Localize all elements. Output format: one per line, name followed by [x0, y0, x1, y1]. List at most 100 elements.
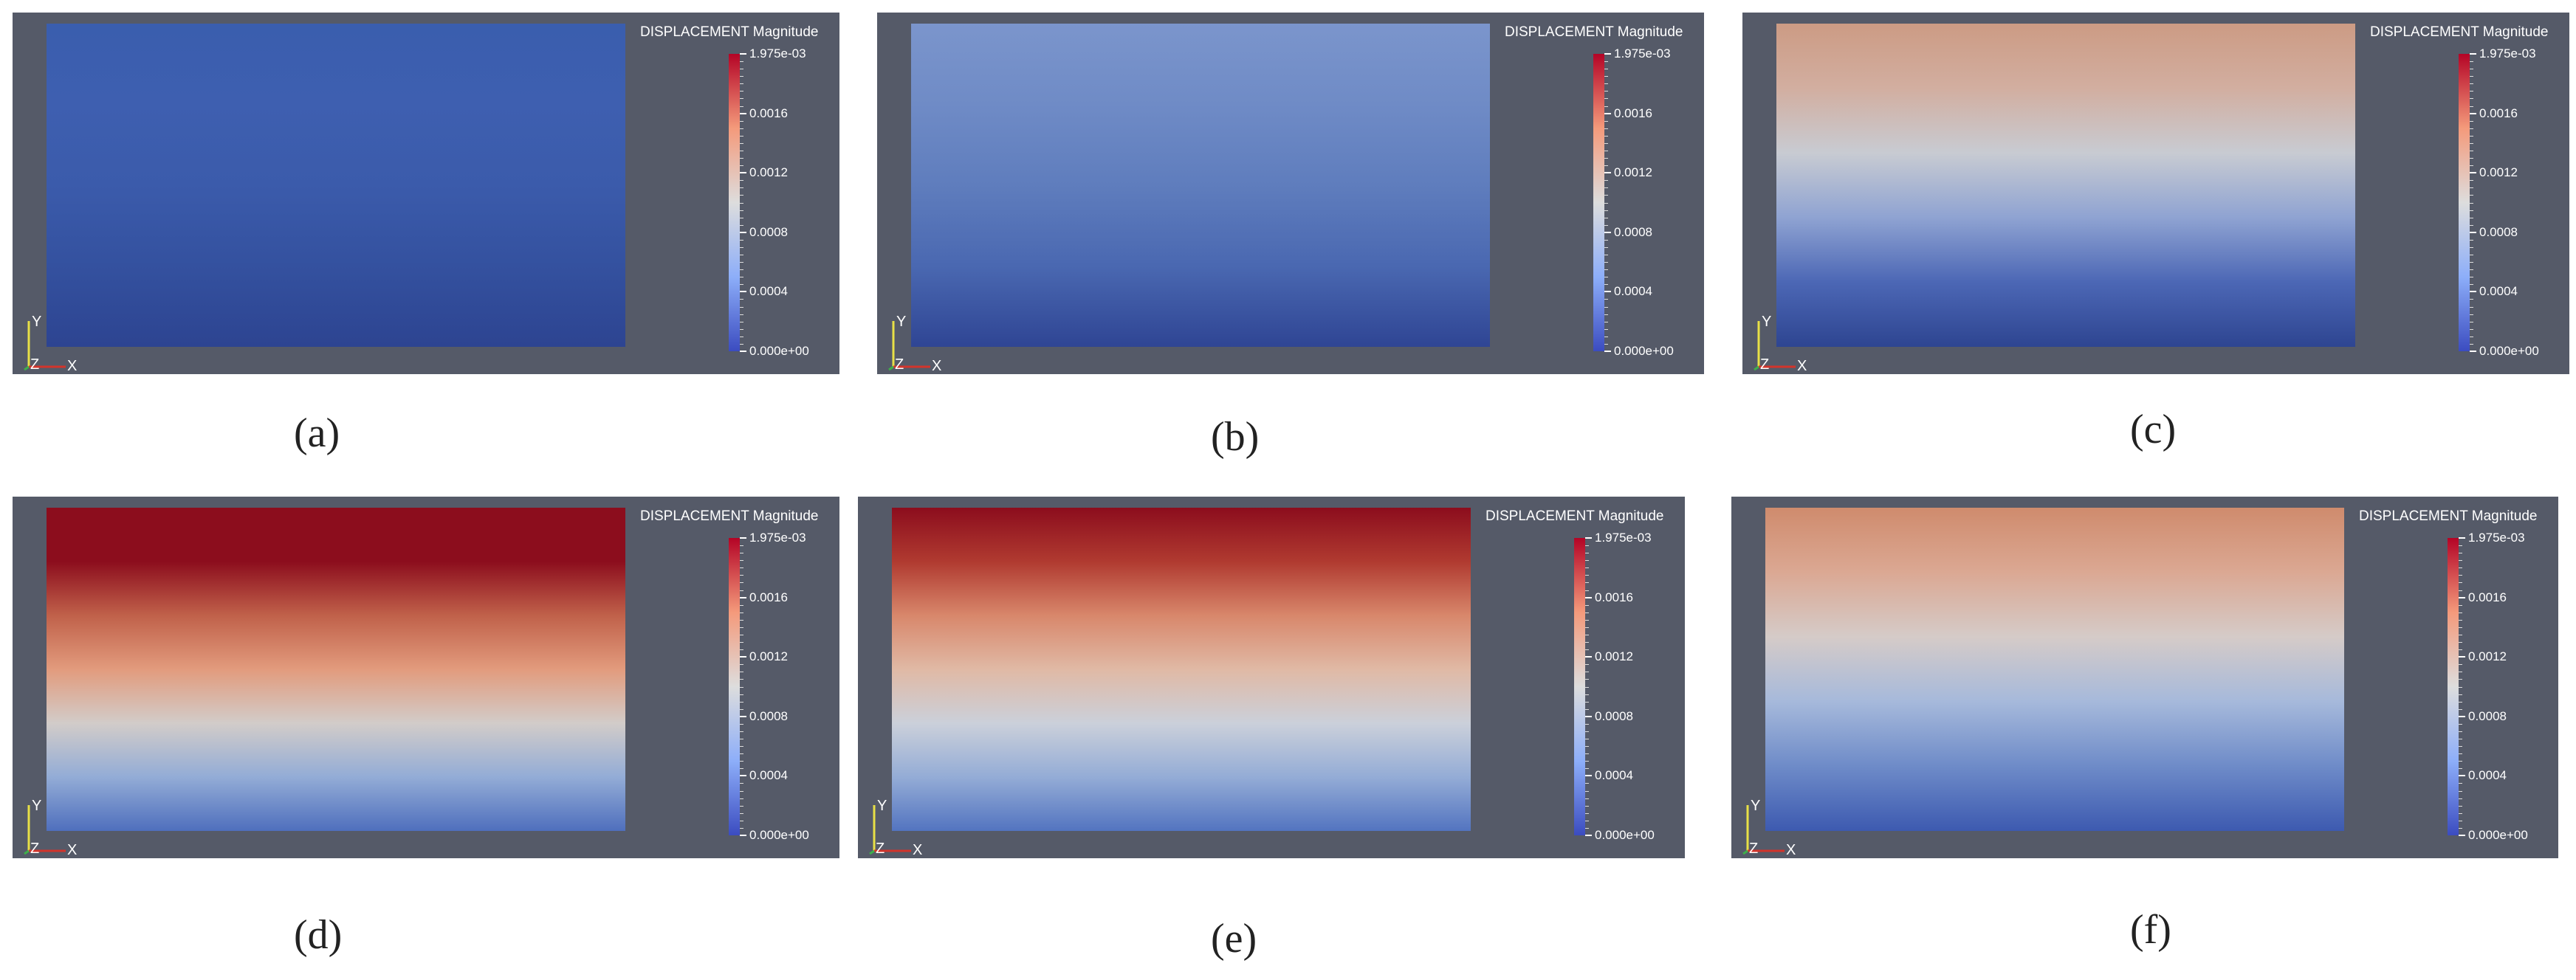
- displacement-plate: [47, 508, 625, 831]
- colorbar-minor-tick: [740, 560, 743, 562]
- colorbar-tick-label: 0.0008: [749, 708, 788, 723]
- colorbar-tick: [1604, 291, 1611, 293]
- colorbar-minor-tick: [1585, 731, 1589, 732]
- colorbar-minor-tick: [2470, 210, 2473, 211]
- colorbar-minor-tick: [2459, 694, 2462, 695]
- colorbar-minor-tick: [740, 158, 743, 159]
- colorbar-minor-tick: [740, 731, 743, 732]
- colorbar-tick: [2470, 231, 2476, 233]
- colorbar-minor-tick: [1585, 761, 1589, 762]
- colorbar-tick-label: 0.0004: [1614, 284, 1652, 299]
- orientation-axes: [1750, 308, 1816, 374]
- colorbar-minor-tick: [1585, 805, 1589, 807]
- colorbar-minor-tick: [740, 239, 743, 241]
- z-axis-arrow: [24, 849, 30, 855]
- colorbar-minor-tick: [1604, 210, 1608, 211]
- y-axis-label: Y: [896, 314, 907, 330]
- colorbar-minor-tick: [740, 567, 743, 569]
- colorbar-minor-tick: [2459, 783, 2462, 784]
- colorbar-tick: [1585, 596, 1592, 598]
- colorbar-minor-tick: [740, 575, 743, 576]
- colorbar-minor-tick: [2470, 83, 2473, 85]
- colorbar-tick: [1585, 537, 1592, 539]
- colorbar-minor-tick: [2459, 545, 2462, 547]
- colorbar-tick: [2470, 351, 2476, 352]
- colorbar-minor-tick: [2470, 98, 2473, 100]
- colorbar-minor-tick: [1585, 827, 1589, 829]
- colorbar-minor-tick: [2470, 106, 2473, 107]
- colorbar-minor-tick: [1604, 239, 1608, 241]
- colorbar-title: DISPLACEMENT Magnitude: [640, 24, 819, 40]
- colorbar-tick-label: 0.0012: [2468, 649, 2507, 664]
- colorbar-minor-tick: [2470, 202, 2473, 204]
- colorbar-minor-tick: [2459, 746, 2462, 748]
- colorbar-minor-tick: [2459, 790, 2462, 792]
- render-panel-a: DISPLACEMENT Magnitude 1.975e-03 0.0016 0.0…: [13, 13, 839, 374]
- colorbar-minor-tick: [740, 135, 743, 137]
- colorbar-minor-tick: [2459, 679, 2462, 680]
- colorbar-tick: [2470, 172, 2476, 174]
- colorbar-tick-label: 1.975e-03: [1595, 531, 1652, 545]
- colorbar-minor-tick: [740, 120, 743, 122]
- y-axis-label: Y: [1762, 314, 1772, 330]
- colorbar-minor-tick: [740, 708, 743, 710]
- colorbar-tick-label: 1.975e-03: [2479, 46, 2536, 61]
- colorbar-tick: [2459, 835, 2465, 836]
- colorbar-minor-tick: [1604, 106, 1608, 107]
- colorbar-minor-tick: [740, 701, 743, 703]
- colorbar-minor-tick: [740, 142, 743, 144]
- x-axis-label: X: [1786, 842, 1796, 858]
- colorbar-minor-tick: [740, 106, 743, 107]
- colorbar-minor-tick: [1585, 575, 1589, 576]
- colorbar-minor-tick: [740, 723, 743, 725]
- colorbar-tick-label: 0.0016: [749, 106, 788, 120]
- colorbar-minor-tick: [2459, 649, 2462, 651]
- colorbar-tick-label: 0.0004: [1595, 768, 1633, 783]
- colorbar-minor-tick: [2470, 343, 2473, 345]
- colorbar-tick-label: 0.0008: [1614, 224, 1652, 239]
- colorbar-tick-label: 0.0016: [2468, 590, 2507, 604]
- colorbar: [729, 538, 740, 835]
- colorbar-minor-tick: [740, 642, 743, 643]
- colorbar-minor-tick: [740, 679, 743, 680]
- colorbar-minor-tick: [2459, 590, 2462, 591]
- colorbar-minor-tick: [740, 328, 743, 330]
- colorbar-minor-tick: [1585, 753, 1589, 755]
- x-axis-label: X: [67, 842, 78, 858]
- colorbar-minor-tick: [2459, 627, 2462, 628]
- colorbar-tick: [1604, 53, 1611, 55]
- colorbar-minor-tick: [740, 783, 743, 784]
- colorbar-minor-tick: [1604, 246, 1608, 248]
- colorbar-minor-tick: [740, 91, 743, 92]
- z-axis-arrow: [1742, 849, 1748, 855]
- colorbar-minor-tick: [740, 83, 743, 85]
- colorbar-minor-tick: [1585, 619, 1589, 621]
- render-panel-f: DISPLACEMENT Magnitude 1.975e-03 0.0016 0.0…: [1731, 497, 2558, 858]
- colorbar-tick-label: 0.0008: [2468, 708, 2507, 723]
- colorbar-minor-tick: [1604, 120, 1608, 122]
- colorbar-tick-label: 0.0004: [749, 284, 788, 299]
- colorbar-minor-tick: [740, 612, 743, 613]
- colorbar-minor-tick: [740, 619, 743, 621]
- colorbar-tick: [740, 715, 746, 717]
- colorbar-minor-tick: [2470, 180, 2473, 182]
- colorbar-minor-tick: [1604, 187, 1608, 189]
- colorbar-minor-tick: [740, 343, 743, 345]
- colorbar-minor-tick: [740, 76, 743, 77]
- colorbar-minor-tick: [1604, 61, 1608, 63]
- colorbar-minor-tick: [1604, 284, 1608, 286]
- colorbar-minor-tick: [1604, 135, 1608, 137]
- colorbar-tick-label: 0.0012: [1595, 649, 1633, 664]
- colorbar-minor-tick: [1604, 83, 1608, 85]
- panel-caption: (b): [1211, 414, 1260, 460]
- colorbar-tick: [2470, 291, 2476, 293]
- colorbar-minor-tick: [740, 269, 743, 271]
- colorbar-minor-tick: [740, 545, 743, 547]
- colorbar-tick: [740, 112, 746, 114]
- colorbar-minor-tick: [1604, 158, 1608, 159]
- colorbar-minor-tick: [1604, 202, 1608, 204]
- colorbar-tick: [2459, 537, 2465, 539]
- colorbar-tick: [2470, 53, 2476, 55]
- orientation-axes: [20, 792, 86, 858]
- x-axis-label: X: [932, 358, 942, 374]
